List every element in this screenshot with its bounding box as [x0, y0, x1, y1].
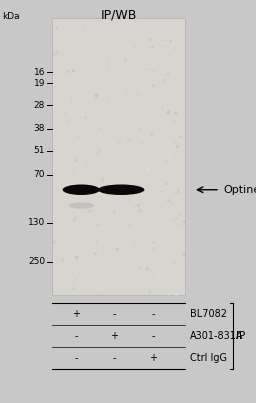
Text: 130: 130	[28, 218, 45, 227]
Text: +: +	[72, 309, 80, 319]
Text: +: +	[111, 331, 119, 341]
Text: -: -	[113, 353, 116, 363]
Text: A301-831A: A301-831A	[190, 331, 243, 341]
Text: Ctrl IgG: Ctrl IgG	[190, 353, 227, 363]
Text: 38: 38	[34, 124, 45, 133]
Ellipse shape	[68, 202, 94, 209]
Text: 16: 16	[34, 68, 45, 77]
Text: 19: 19	[34, 79, 45, 87]
Ellipse shape	[63, 185, 100, 195]
Text: BL7082: BL7082	[190, 309, 227, 319]
Text: IP/WB: IP/WB	[100, 8, 137, 21]
Ellipse shape	[98, 185, 144, 195]
Text: Optineurin: Optineurin	[223, 185, 256, 195]
Text: -: -	[113, 309, 116, 319]
Text: -: -	[74, 331, 78, 341]
Text: -: -	[74, 353, 78, 363]
Text: 51: 51	[34, 146, 45, 156]
Text: +: +	[149, 353, 157, 363]
Text: 70: 70	[34, 170, 45, 179]
Text: kDa: kDa	[2, 12, 20, 21]
Text: -: -	[151, 331, 155, 341]
Text: -: -	[151, 309, 155, 319]
Text: IP: IP	[236, 331, 245, 341]
Bar	[52, 18, 185, 295]
Text: 250: 250	[28, 257, 45, 266]
Text: 28: 28	[34, 101, 45, 110]
